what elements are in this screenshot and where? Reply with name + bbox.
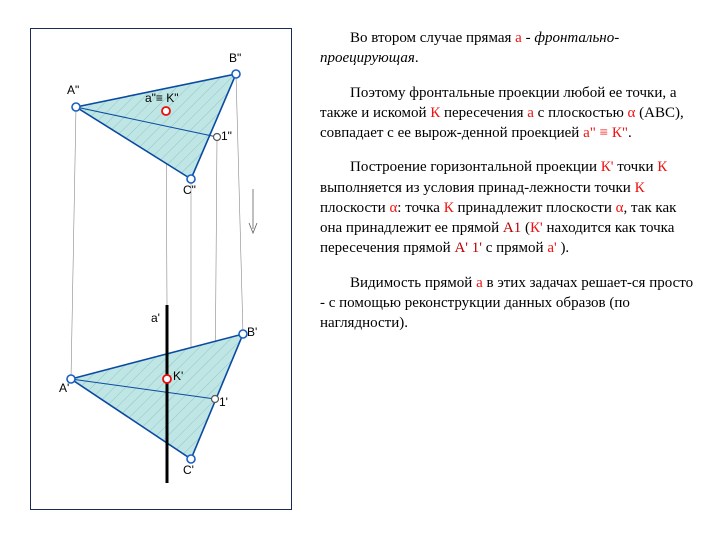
p2-a2: а [527, 105, 534, 121]
label-B1: B' [247, 325, 257, 339]
label-K2: a"≡ K" [145, 91, 179, 105]
p3-k4: ). [557, 240, 570, 256]
p3-a: Построение горизонтальной проекции [350, 159, 601, 175]
p3-h: ( [521, 220, 530, 236]
p1-b: - [522, 30, 535, 46]
p3-c: выполняется из условия принад-лежности т… [320, 180, 635, 196]
p3-kp: К' [601, 159, 614, 175]
p2-eq: а" ≡ К" [583, 125, 628, 141]
paragraph-2: Поэтому фронтальные проекции любой ее то… [320, 83, 700, 144]
label-C2: C" [183, 183, 196, 197]
p4-sym-a: а [476, 275, 483, 291]
p3-k: К [657, 159, 667, 175]
p4-a: Видимость прямой [350, 275, 476, 291]
label-A1: A' [59, 381, 69, 395]
paragraph-3: Построение горизонтальной проекции К' то… [320, 157, 700, 258]
label-11: 1' [219, 395, 228, 409]
paragraph-4: Видимость прямой а в этих задачах решает… [320, 273, 700, 334]
p3-ap1p: А' 1' [454, 240, 482, 256]
p2-k: К [430, 105, 440, 121]
label-B2: B" [229, 51, 241, 65]
p3-kp2: К' [530, 220, 543, 236]
label-K1: K' [173, 369, 183, 383]
figure-frame: A" B" C" 1" a"≡ K" A' B' C' 1' K' a' [30, 28, 292, 510]
p3-d: плоскости [320, 200, 389, 216]
p3-f: принадлежит плоскости [454, 200, 616, 216]
p1-a: Во втором случае прямая [350, 30, 515, 46]
p3-k3: К [444, 200, 454, 216]
label-12: 1" [221, 129, 232, 143]
p3-k2: К [635, 180, 645, 196]
p3-b: точки [613, 159, 657, 175]
p1-sym-a: а [515, 30, 522, 46]
p3-aprime: а' [547, 240, 556, 256]
p2-b: пересечения [440, 105, 527, 121]
label-a1: a' [151, 311, 160, 325]
label-A2: A" [67, 83, 79, 97]
p3-j: с прямой [482, 240, 547, 256]
p2-c: с плоскостью [534, 105, 628, 121]
label-C1: C' [183, 463, 194, 477]
p1-d: . [415, 50, 419, 66]
text-column: Во втором случае прямая а - фронтально-п… [310, 28, 700, 528]
figure-column: A" B" C" 1" a"≡ K" A' B' C' 1' K' a' [30, 28, 310, 518]
paragraph-1: Во втором случае прямая а - фронтально-п… [320, 28, 700, 69]
p3-a1: А1 [503, 220, 521, 236]
p3-e: : точка [397, 200, 443, 216]
p2-e: . [628, 125, 632, 141]
page: A" B" C" 1" a"≡ K" A' B' C' 1' K' a' Во … [0, 0, 720, 540]
